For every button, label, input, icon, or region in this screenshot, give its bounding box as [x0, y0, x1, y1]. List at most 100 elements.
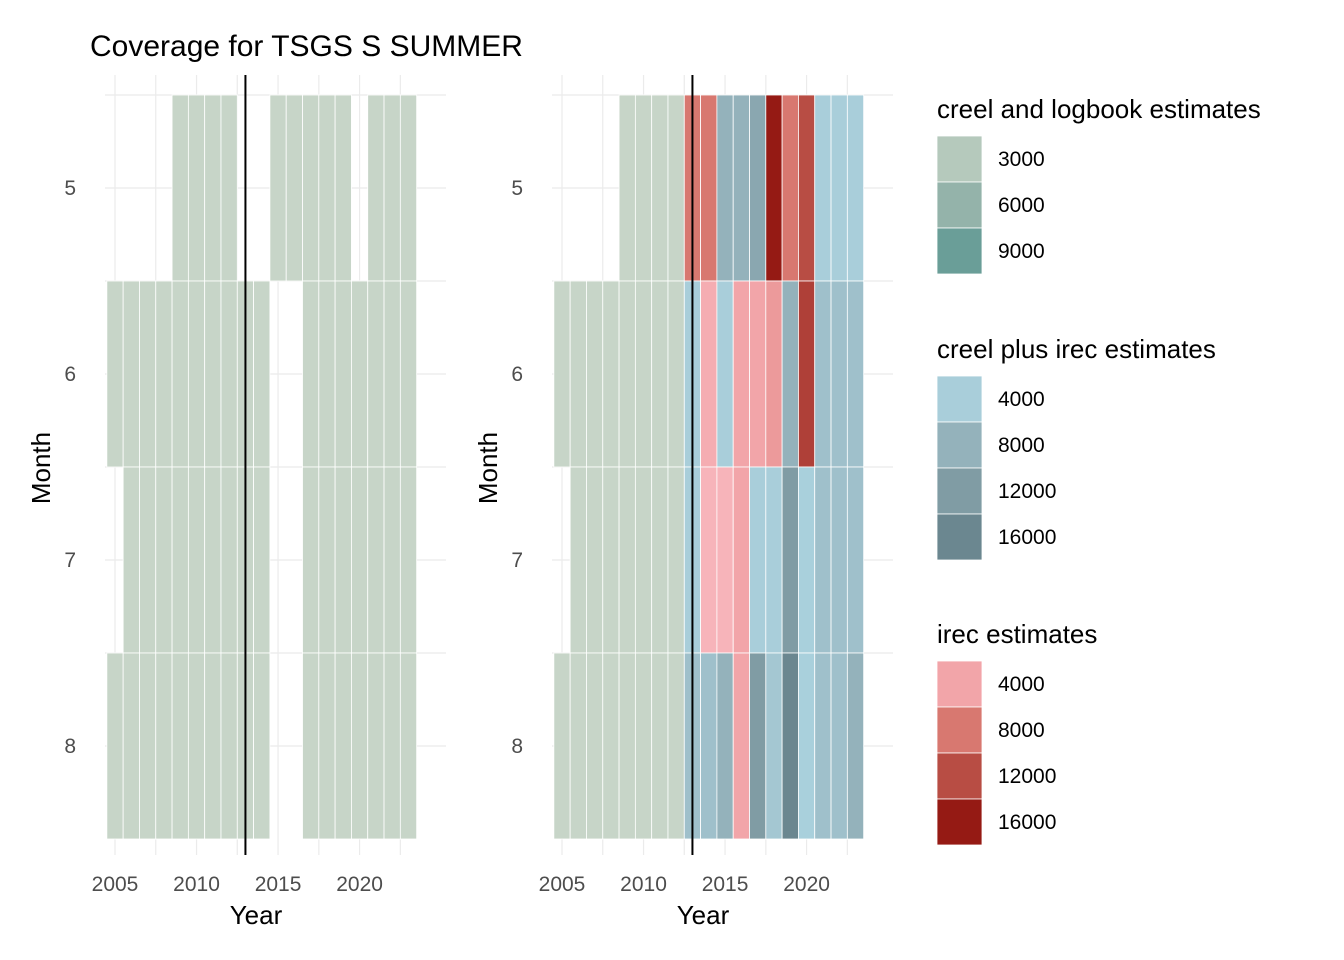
tile [171, 466, 189, 654]
tile [765, 466, 783, 654]
tile [334, 94, 352, 282]
tile [383, 94, 401, 282]
tile [798, 94, 816, 282]
tile [569, 466, 587, 654]
x-tick-label: 2010 [620, 873, 667, 896]
tile [732, 280, 750, 468]
legend-label: 9000 [998, 240, 1045, 263]
y-tick-label: 6 [64, 363, 76, 386]
x-axis-label: Year [677, 900, 730, 930]
tile [351, 652, 369, 840]
tile [155, 466, 173, 654]
tile [700, 466, 718, 654]
tile [846, 466, 865, 654]
tile [781, 94, 799, 282]
tile [586, 280, 604, 468]
tile [569, 652, 587, 840]
tile [749, 94, 767, 282]
tile [618, 280, 636, 468]
tile [618, 466, 636, 654]
tile [220, 94, 238, 282]
tile [318, 280, 336, 468]
chart-title: Coverage for TSGS S SUMMER [90, 30, 523, 63]
tile [716, 94, 734, 282]
tile [846, 94, 865, 282]
legend-key [936, 467, 983, 515]
tile [122, 652, 140, 840]
tile [204, 466, 222, 654]
legend-label: 8000 [998, 434, 1045, 457]
tile [367, 652, 385, 840]
tile [302, 280, 320, 468]
legend-key [936, 227, 983, 275]
tile [814, 94, 832, 282]
panels: 2005 2010 2015 2020 5 6 7 8 Year Month 2005 2010 201… [26, 75, 893, 930]
tile [716, 652, 734, 840]
tile [634, 652, 653, 840]
tile [553, 652, 571, 840]
tile [302, 652, 320, 840]
legend-label: 16000 [998, 811, 1056, 834]
legend-label: 12000 [998, 480, 1056, 503]
tile [122, 280, 140, 468]
tile [220, 280, 238, 468]
tile [781, 466, 799, 654]
tile [171, 280, 189, 468]
tile [602, 280, 620, 468]
tile [732, 652, 750, 840]
tile [139, 466, 157, 654]
tile [634, 466, 653, 654]
y-tick-label: 7 [511, 549, 523, 572]
tile [586, 652, 604, 840]
tile [285, 94, 303, 282]
y-tick-label: 6 [511, 363, 523, 386]
tile [765, 280, 783, 468]
tile [399, 94, 418, 282]
legend-title: creel and logbook estimates [937, 94, 1261, 124]
tile [106, 280, 124, 468]
tile [399, 280, 418, 468]
legend-key [936, 752, 983, 800]
tile [700, 280, 718, 468]
tile [732, 466, 750, 654]
legend-key [936, 513, 983, 561]
tile [122, 466, 140, 654]
legend-key [936, 181, 983, 229]
tile [139, 280, 157, 468]
tile [106, 652, 124, 840]
legend-label: 4000 [998, 673, 1045, 696]
tile [651, 466, 669, 654]
legend-key [936, 421, 983, 469]
legend-irec: irec estimates 4000 8000 12000 16000 [936, 619, 1097, 846]
tile [318, 652, 336, 840]
panel-left: 2005 2010 2015 2020 5 6 7 8 Year Month [26, 75, 446, 930]
panel-right: 2005 2010 2015 2020 5 6 7 8 Year Month [473, 75, 893, 930]
x-tick-label: 2020 [336, 873, 383, 896]
tile [351, 466, 369, 654]
legend-label: 12000 [998, 765, 1056, 788]
x-tick-label: 2005 [92, 873, 139, 896]
tile [716, 466, 734, 654]
tile [667, 652, 685, 840]
tile [602, 466, 620, 654]
tile [667, 94, 685, 282]
tile [765, 652, 783, 840]
legends: creel and logbook estimates300060009000c… [936, 94, 1261, 846]
tile [749, 466, 767, 654]
legend-label: 4000 [998, 388, 1045, 411]
legend-key [936, 706, 983, 754]
tile [383, 280, 401, 468]
tile [187, 280, 206, 468]
tile [334, 466, 352, 654]
tile [618, 652, 636, 840]
legend-key [936, 375, 983, 423]
tile [700, 652, 718, 840]
tile [302, 466, 320, 654]
x-tick-label: 2015 [702, 873, 749, 896]
tile [269, 94, 287, 282]
tile [716, 280, 734, 468]
tile [367, 466, 385, 654]
tile [334, 280, 352, 468]
tile [187, 466, 206, 654]
